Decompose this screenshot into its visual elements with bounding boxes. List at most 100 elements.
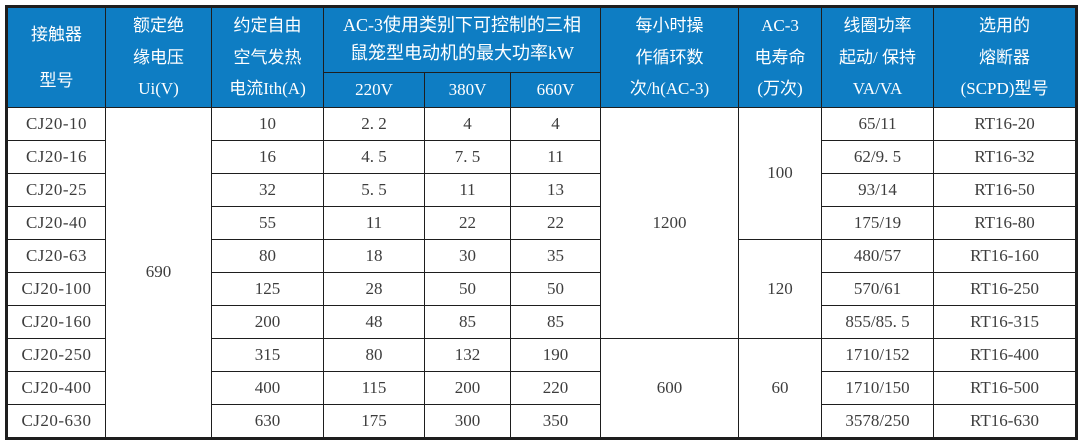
table-row-cj20-400: CJ20-400 400 115 200 220 1710/150 RT16-5… <box>6 371 1078 405</box>
thermal-current-cell: 10 <box>211 107 324 141</box>
power-660v-cell: 50 <box>509 272 602 306</box>
fuse-type-cell: RT16-315 <box>933 305 1078 339</box>
header-row-voltages: 220V 380V 660V <box>7 72 1077 108</box>
table-row-cj20-16: CJ20-16 16 4. 5 7. 5 11 62/9. 5 RT16-32 <box>6 140 1078 174</box>
power-660v-cell: 85 <box>509 305 602 339</box>
fuse-type-cell: RT16-400 <box>933 338 1078 372</box>
fuse-type-cell: RT16-32 <box>933 140 1078 174</box>
fuse-type-cell: RT16-160 <box>933 239 1078 273</box>
table-row-cj20-100: CJ20-100 125 28 50 50 570/61 RT16-250 <box>6 272 1078 306</box>
table-body: CJ20-10 690 10 2. 2 4 4 1200 100 65/11 R… <box>6 107 1078 439</box>
header-fuse-type: 选用的 熔断器 (SCPD)型号 <box>933 6 1078 108</box>
fuse-type-cell: RT16-80 <box>933 206 1078 240</box>
header-cycles-per-hour: 每小时操 作循环数 次/h(AC-3) <box>600 6 740 108</box>
header-insulation-voltage: 额定绝 缘电压 Ui(V) <box>105 6 212 108</box>
thermal-current-cell: 200 <box>211 305 324 339</box>
header-380v: 380V <box>424 72 511 108</box>
header-660v: 660V <box>509 72 602 108</box>
model-cell: CJ20-630 <box>6 404 106 439</box>
header-thermal-current: 约定自由 空气发热 电流Ith(A) <box>211 6 324 108</box>
power-380v-cell: 30 <box>424 239 511 273</box>
coil-power-cell: 480/57 <box>821 239 935 273</box>
thermal-current-cell: 32 <box>211 173 324 207</box>
table-row-cj20-160: CJ20-160 200 48 85 85 855/85. 5 RT16-315 <box>6 305 1078 339</box>
model-cell: CJ20-100 <box>6 272 106 306</box>
table-header: 接触器 型号 额定绝 缘电压 Ui(V) 约定自由 空气发热 电流Ith(A) … <box>6 6 1078 108</box>
thermal-current-cell: 125 <box>211 272 324 306</box>
power-660v-cell: 22 <box>509 206 602 240</box>
coil-power-cell: 62/9. 5 <box>821 140 935 174</box>
insulation-voltage-cell: 690 <box>105 107 212 439</box>
thermal-current-cell: 16 <box>211 140 324 174</box>
power-380v-cell: 200 <box>424 371 511 405</box>
model-cell: CJ20-16 <box>6 140 106 174</box>
header-coil-power: 线圈功率 起动/ 保持 VA/VA <box>821 6 935 108</box>
header-electrical-life: AC-3 电寿命 (万次) <box>738 6 823 108</box>
coil-power-cell: 1710/150 <box>821 371 935 405</box>
table-row-cj20-250: CJ20-250 315 80 132 190 600 60 1710/152 … <box>6 338 1078 439</box>
coil-power-cell: 1710/152 <box>821 338 935 372</box>
electrical-life-cell: 60 <box>738 338 823 439</box>
power-220v-cell: 28 <box>323 272 425 306</box>
header-220v: 220V <box>323 72 425 108</box>
model-cell: CJ20-250 <box>6 338 106 372</box>
model-cell: CJ20-10 <box>6 107 106 141</box>
table-row-cj20-63: CJ20-63 80 18 30 35 120 480/57 RT16-160 <box>6 239 1078 339</box>
header-ac3-max-power-group: AC-3使用类别下可控制的三相 鼠笼型电动机的最大功率kW <box>322 6 602 73</box>
power-660v-cell: 11 <box>509 140 602 174</box>
model-cell: CJ20-160 <box>6 305 106 339</box>
table-row-cj20-25: CJ20-25 32 5. 5 11 13 93/14 RT16-50 <box>6 173 1078 207</box>
coil-power-cell: 570/61 <box>821 272 935 306</box>
power-220v-cell: 80 <box>323 338 425 372</box>
table-row-cj20-630: CJ20-630 630 175 300 350 3578/250 RT16-6… <box>6 404 1078 439</box>
cycles-per-hour-cell: 1200 <box>600 107 740 339</box>
power-380v-cell: 4 <box>424 107 511 141</box>
power-380v-cell: 300 <box>424 404 511 439</box>
coil-power-cell: 175/19 <box>821 206 935 240</box>
power-380v-cell: 7. 5 <box>424 140 511 174</box>
contactor-spec-table: 接触器 型号 额定绝 缘电压 Ui(V) 约定自由 空气发热 电流Ith(A) … <box>5 5 1079 440</box>
power-220v-cell: 5. 5 <box>323 173 425 207</box>
model-cell: CJ20-40 <box>6 206 106 240</box>
header-row-main: 接触器 型号 额定绝 缘电压 Ui(V) 约定自由 空气发热 电流Ith(A) … <box>6 6 1078 108</box>
coil-power-cell: 65/11 <box>821 107 935 141</box>
coil-power-cell: 93/14 <box>821 173 935 207</box>
coil-power-cell: 855/85. 5 <box>821 305 935 339</box>
electrical-life-cell: 120 <box>738 239 823 339</box>
power-220v-cell: 175 <box>323 404 425 439</box>
power-660v-cell: 13 <box>509 173 602 207</box>
thermal-current-cell: 400 <box>211 371 324 405</box>
power-220v-cell: 48 <box>323 305 425 339</box>
model-cell: CJ20-63 <box>6 239 106 273</box>
cycles-per-hour-cell: 600 <box>600 338 740 439</box>
power-380v-cell: 132 <box>424 338 511 372</box>
thermal-current-cell: 55 <box>211 206 324 240</box>
header-contactor-model: 接触器 型号 <box>6 6 106 108</box>
coil-power-cell: 3578/250 <box>821 404 935 439</box>
fuse-type-cell: RT16-500 <box>933 371 1078 405</box>
power-380v-cell: 22 <box>424 206 511 240</box>
power-220v-cell: 11 <box>323 206 425 240</box>
thermal-current-cell: 630 <box>211 404 324 439</box>
power-220v-cell: 115 <box>323 371 425 405</box>
model-cell: CJ20-400 <box>6 371 106 405</box>
power-660v-cell: 4 <box>509 107 602 141</box>
power-220v-cell: 2. 2 <box>323 107 425 141</box>
fuse-type-cell: RT16-20 <box>933 107 1078 141</box>
thermal-current-cell: 315 <box>211 338 324 372</box>
power-380v-cell: 50 <box>424 272 511 306</box>
thermal-current-cell: 80 <box>211 239 324 273</box>
power-380v-cell: 85 <box>424 305 511 339</box>
power-660v-cell: 350 <box>509 404 602 439</box>
power-660v-cell: 220 <box>509 371 602 405</box>
table-row-cj20-10: CJ20-10 690 10 2. 2 4 4 1200 100 65/11 R… <box>6 107 1078 439</box>
table-row-cj20-40: CJ20-40 55 11 22 22 175/19 RT16-80 <box>6 206 1078 240</box>
fuse-type-cell: RT16-250 <box>933 272 1078 306</box>
power-220v-cell: 4. 5 <box>323 140 425 174</box>
fuse-type-cell: RT16-50 <box>933 173 1078 207</box>
model-cell: CJ20-25 <box>6 173 106 207</box>
power-660v-cell: 35 <box>509 239 602 273</box>
fuse-type-cell: RT16-630 <box>933 404 1078 439</box>
power-220v-cell: 18 <box>323 239 425 273</box>
